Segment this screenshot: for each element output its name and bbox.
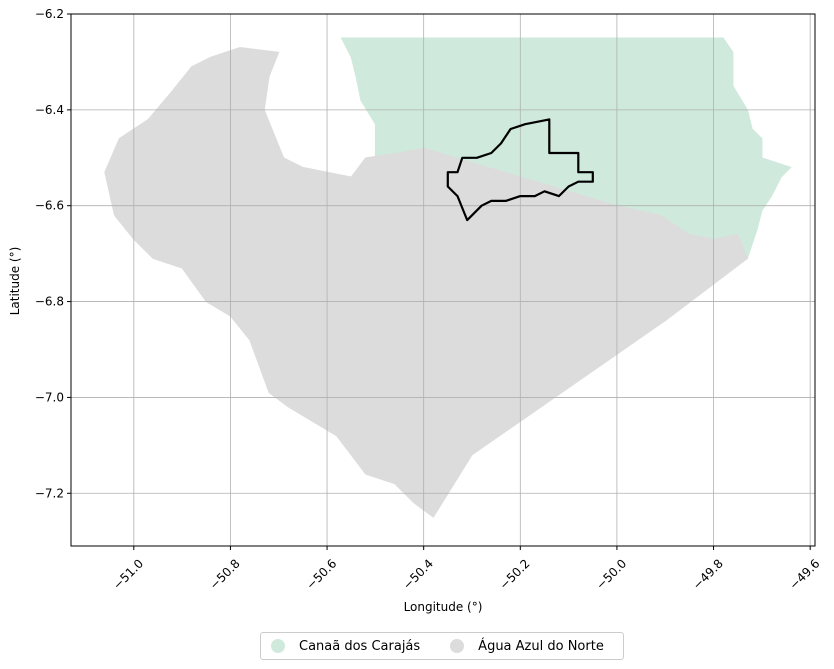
x-tick-label: −50.0 [593,556,629,592]
y-tick-label: −6.8 [35,295,64,309]
x-axis-label: Longitude (°) [404,600,483,614]
legend-item-agua-azul: Água Azul do Norte [450,639,604,654]
plot-frame [70,13,816,547]
legend-item-canaa: Canaã dos Carajás [271,639,420,654]
y-tick-label: −7.2 [35,486,64,500]
highlight-outline [446,118,594,222]
outline-layer [446,118,594,222]
legend-label-agua-azul: Água Azul do Norte [478,638,604,654]
legend-swatch-canaa [271,639,285,653]
legend-swatch-agua-azul [450,639,465,653]
legend-label-canaa: Canaã dos Carajás [299,638,421,654]
x-tick-label: −49.8 [690,556,726,592]
y-tick-label: −6.6 [35,199,64,213]
y-tick-label: −6.2 [35,7,64,21]
x-tick-label: −50.4 [400,556,436,592]
x-tick-label: −49.6 [787,556,823,592]
regions-layer [104,37,792,518]
x-tick-label: −50.6 [303,556,339,592]
y-tick-label: −6.4 [35,103,64,117]
y-tick-label: −7.0 [35,390,64,404]
x-tick-label: −50.2 [497,556,533,592]
region-agua-azul-do-norte [104,46,749,518]
y-axis-label: Latitude (°) [8,247,22,316]
x-tick-label: −50.8 [207,556,243,592]
legend: Canaã dos Carajás Água Azul do Norte [260,632,624,660]
x-tick-label: −51.0 [110,556,146,592]
